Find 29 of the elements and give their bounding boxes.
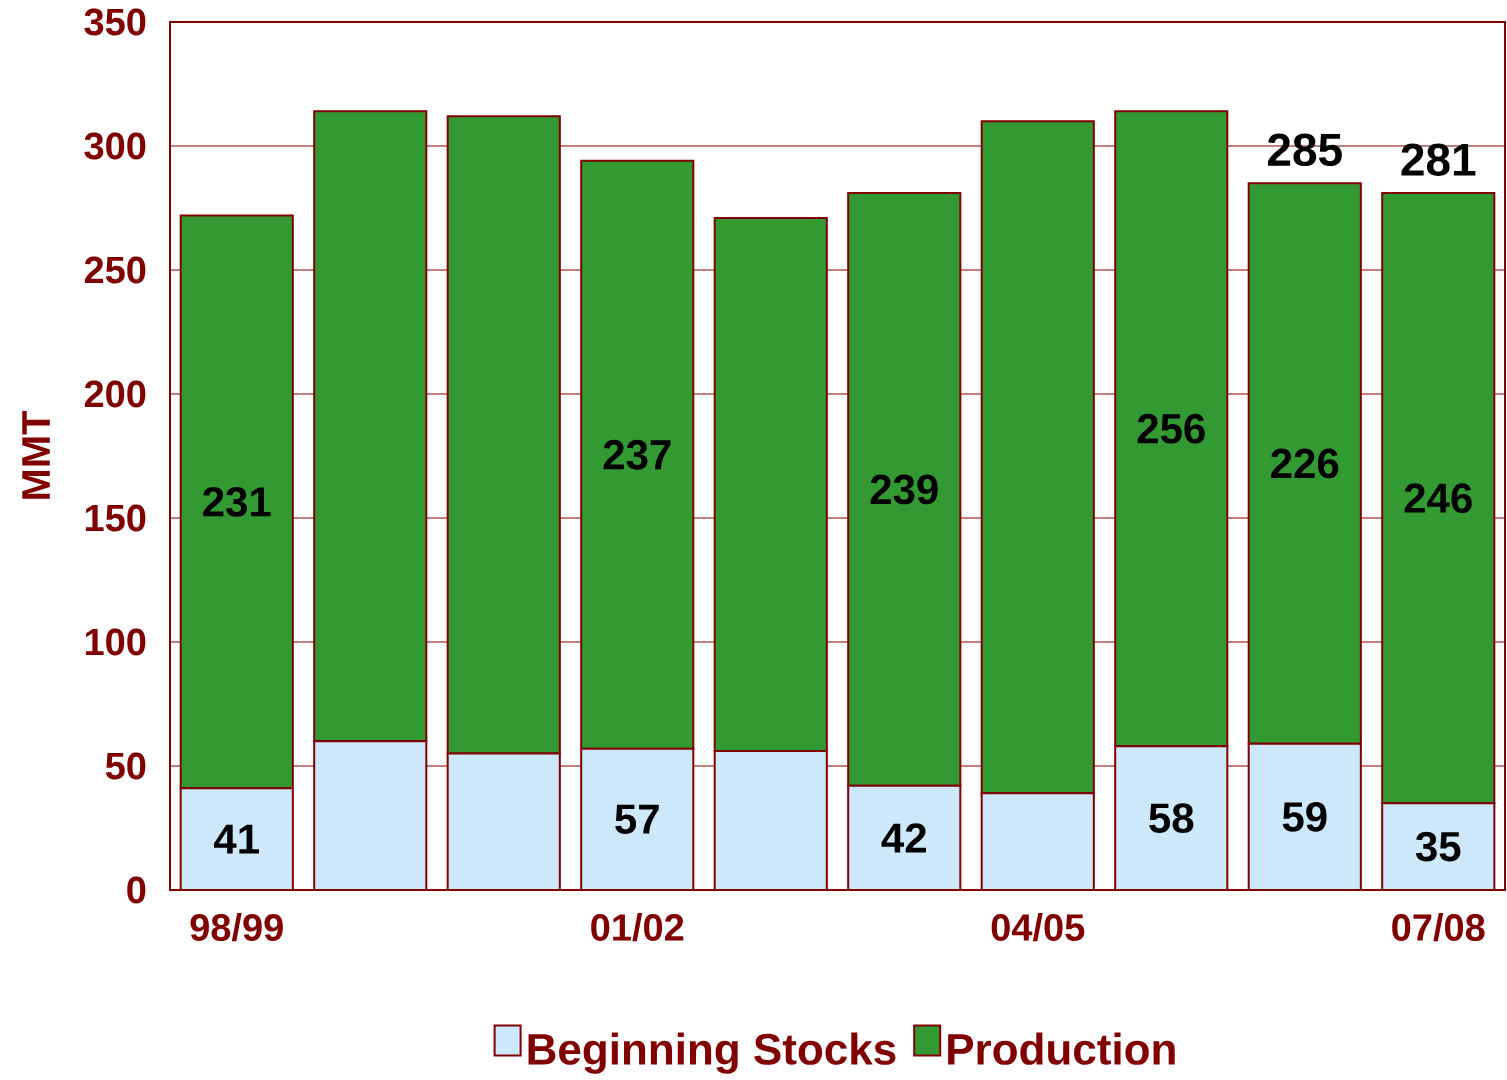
data-label: 35: [1415, 831, 1461, 862]
legend-label: Production: [948, 1032, 1175, 1065]
x-tick-label: 01/02: [591, 913, 684, 942]
y-tick-label: 200: [84, 380, 146, 408]
x-tick-label: 07/08: [1392, 913, 1485, 942]
data-label: 57: [615, 804, 659, 834]
data-label: 58: [1149, 803, 1194, 833]
data-label: 41: [214, 824, 259, 854]
data-label: 256: [1137, 413, 1205, 444]
x-tick-label: 04/05: [991, 913, 1085, 942]
y-tick-label: 50: [105, 752, 146, 780]
data-label: 59: [1282, 801, 1327, 832]
data-label: 42: [881, 823, 926, 853]
total-label: 285: [1267, 133, 1342, 167]
data-label: 239: [870, 474, 938, 505]
data-label: 231: [203, 486, 271, 517]
y-tick-label: 100: [85, 628, 146, 656]
y-tick-label: 350: [84, 8, 146, 36]
y-tick-label: 300: [84, 132, 146, 160]
y-axis-title: MMT: [22, 410, 50, 499]
data-label: 246: [1404, 483, 1472, 514]
y-tick-label: 0: [127, 876, 146, 904]
x-tick-label: 98/99: [190, 913, 283, 942]
y-tick-label: 150: [85, 504, 146, 532]
data-label: 237: [603, 439, 671, 470]
data-label: 226: [1271, 448, 1339, 479]
legend-label: Beginning Stocks: [528, 1032, 896, 1074]
total-label: 281: [1401, 143, 1476, 177]
y-tick-label: 250: [84, 256, 146, 284]
